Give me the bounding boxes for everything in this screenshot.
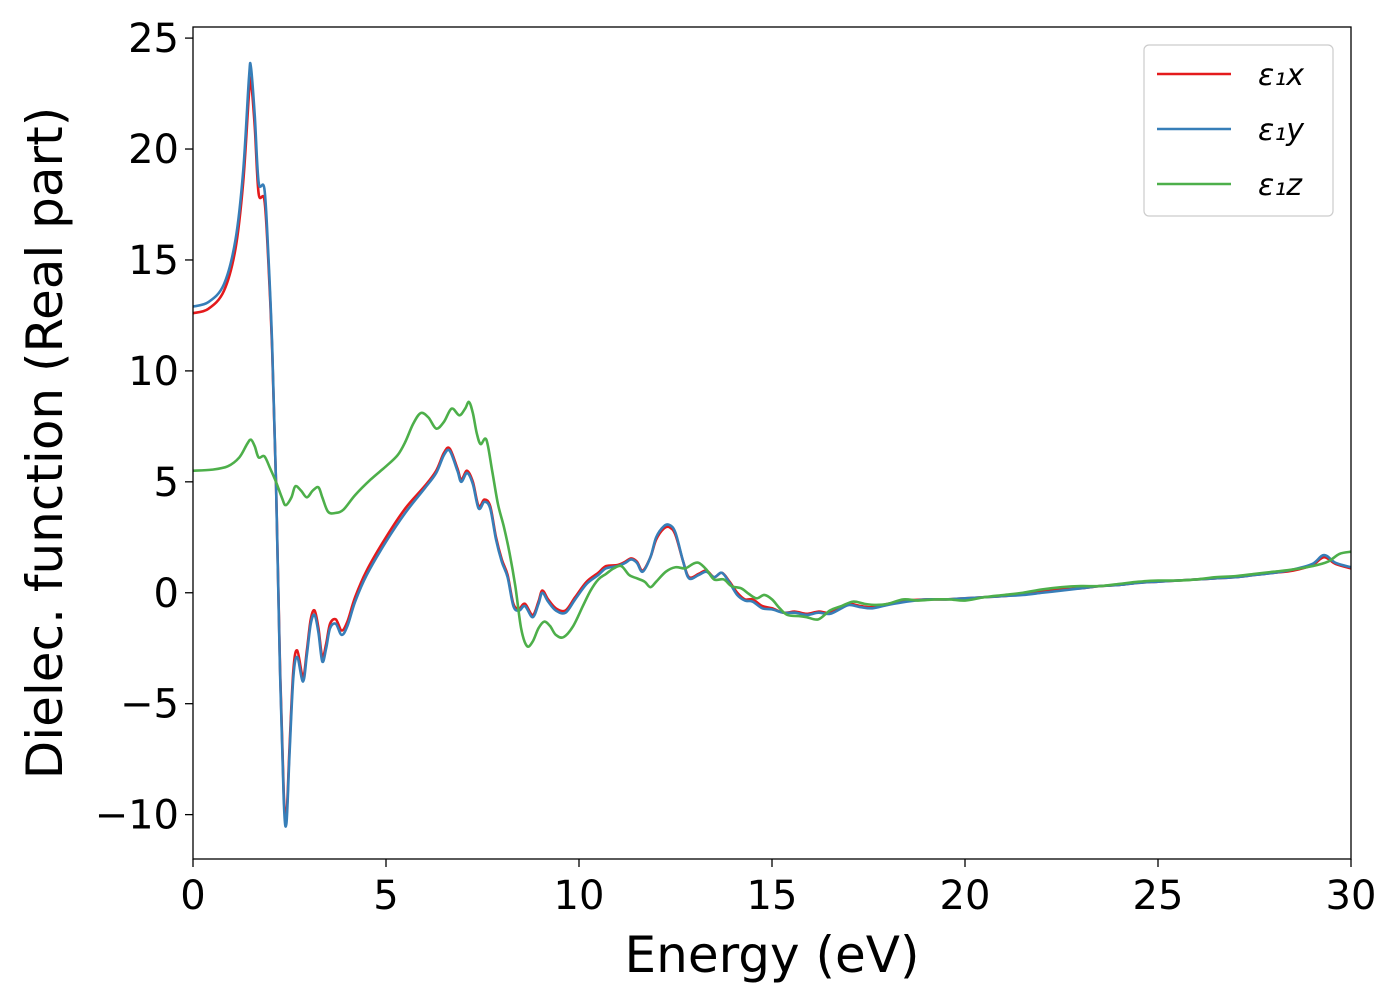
series-line-2 [193, 400, 1351, 648]
series-layer [193, 61, 1351, 828]
legend-entry-label: ε₁z [1258, 168, 1303, 203]
x-axis-label: Energy (eV) [625, 926, 920, 984]
y-axis-label: Dielec. function (Real part) [16, 107, 74, 779]
y-tick-label: −10 [95, 793, 179, 839]
x-tick-label: 30 [1326, 873, 1377, 919]
y-tick-label: −5 [120, 682, 179, 728]
y-tick-label: 0 [154, 571, 179, 617]
x-tick-label: 0 [180, 873, 205, 919]
legend-entry-label: ε₁x [1258, 58, 1304, 93]
legend-entry-label: ε₁y [1258, 113, 1305, 148]
legend-box [1143, 44, 1334, 217]
y-axis-ticks: −10 −5 0 5 10 15 20 25 [95, 16, 193, 839]
x-tick-label: 10 [554, 873, 605, 919]
y-tick-label: 10 [128, 349, 179, 395]
y-tick-label: 25 [128, 16, 179, 62]
x-tick-label: 5 [373, 873, 398, 919]
y-tick-label: 20 [128, 127, 179, 173]
x-axis-ticks: 0 5 10 15 20 25 30 [180, 859, 1376, 919]
y-tick-label: 5 [154, 460, 179, 506]
x-tick-label: 15 [747, 873, 798, 919]
legend: ε₁x ε₁y ε₁z [1143, 44, 1334, 217]
x-tick-label: 25 [1133, 873, 1184, 919]
y-tick-label: 15 [128, 238, 179, 284]
x-tick-label: 20 [940, 873, 991, 919]
